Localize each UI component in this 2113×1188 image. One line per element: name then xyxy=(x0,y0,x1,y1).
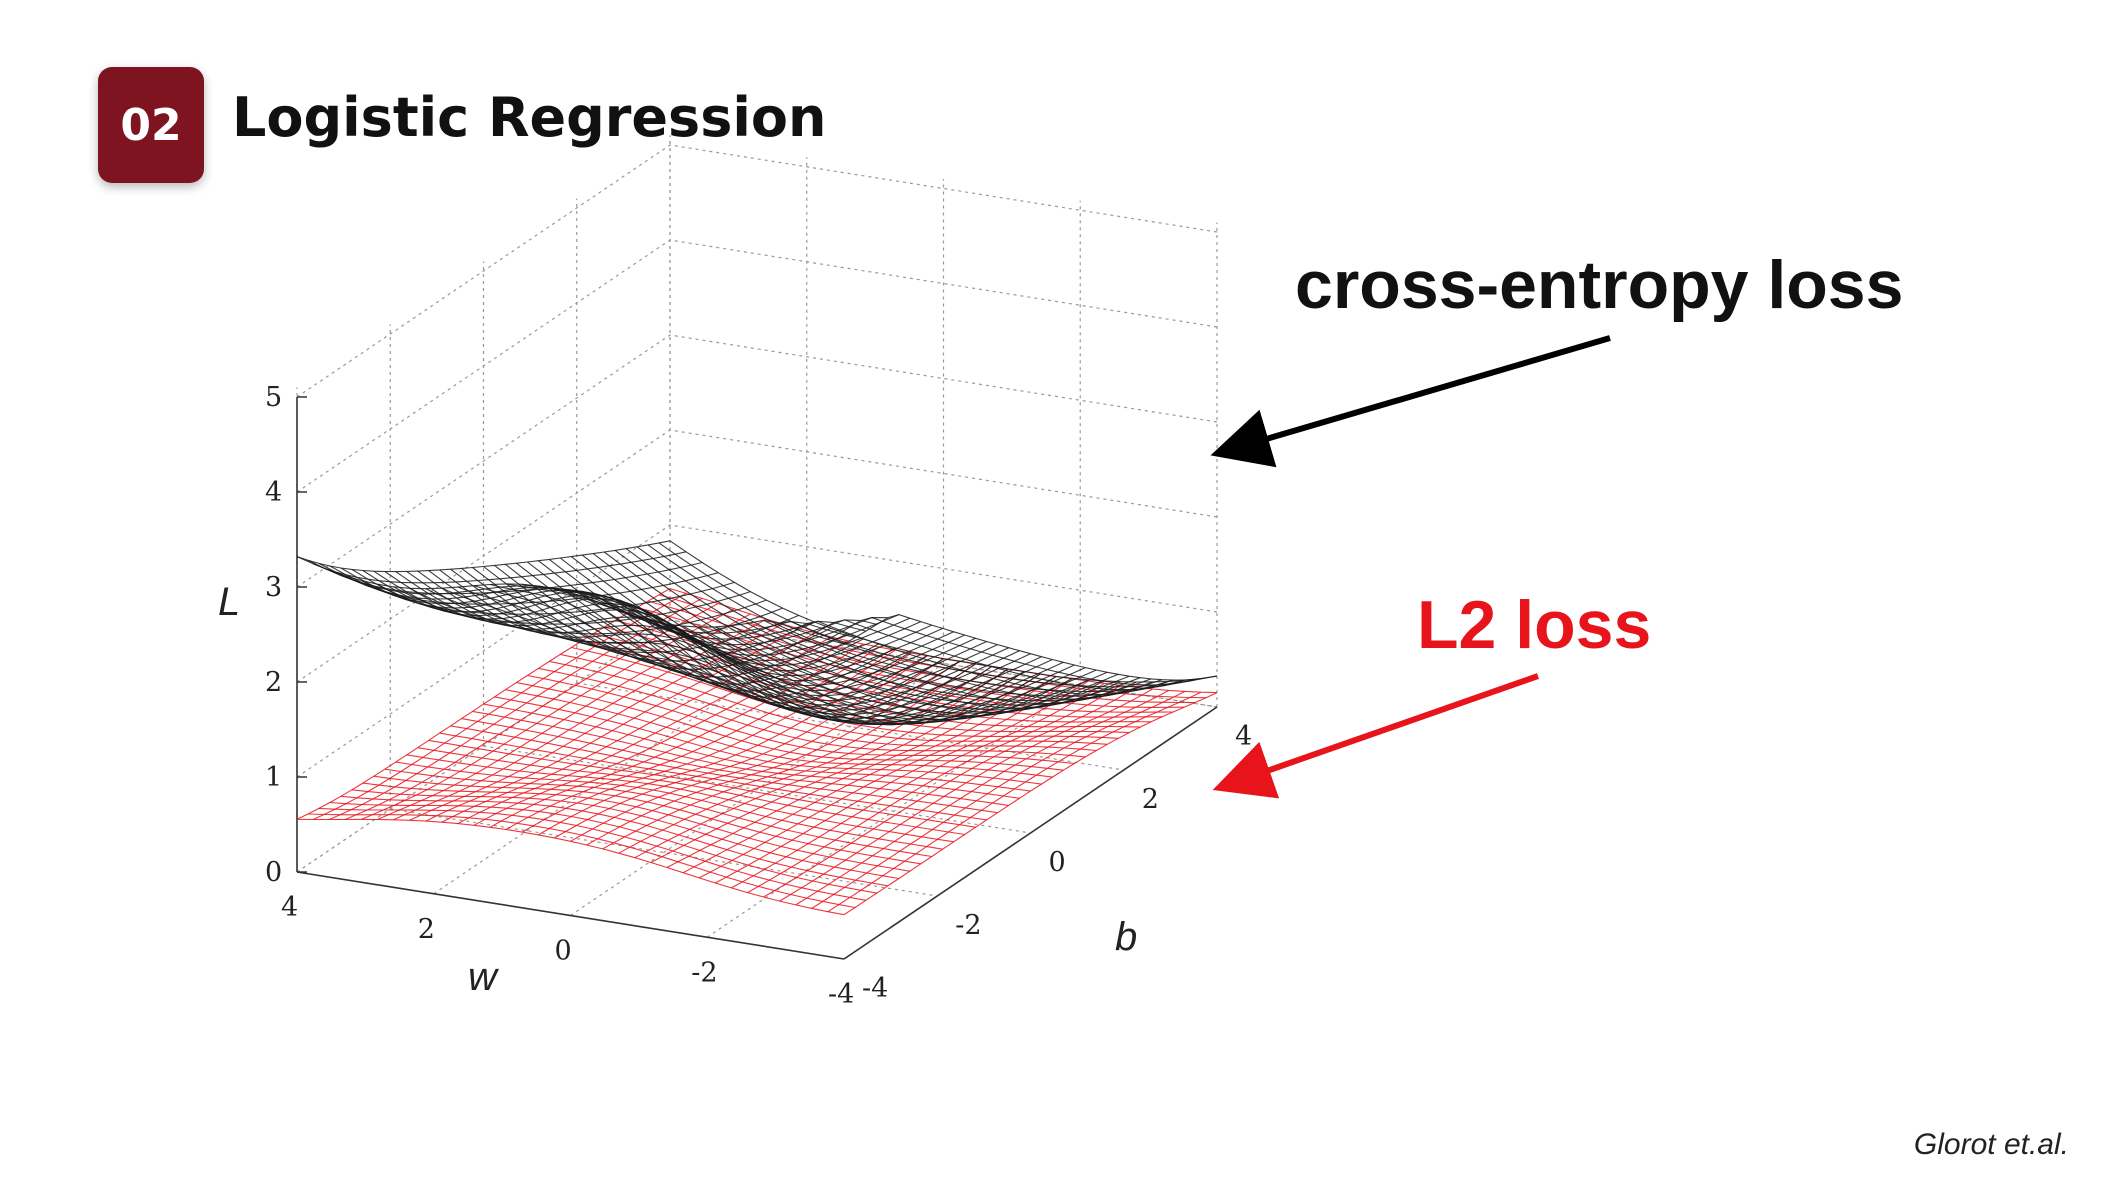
l2-mesh-line xyxy=(296,818,845,916)
y-tick-label: -2 xyxy=(955,910,981,941)
grid-line xyxy=(390,808,938,897)
cross-entropy-arrow xyxy=(1210,335,1611,468)
l2-arrow xyxy=(1212,673,1539,799)
grid-line xyxy=(706,684,1081,938)
y-tick-label: 4 xyxy=(1235,721,1252,752)
ce-mesh-line xyxy=(439,569,987,697)
l2-mesh-line xyxy=(593,633,1141,728)
ce-mesh-line xyxy=(603,551,1152,710)
ce-mesh-line xyxy=(658,542,1207,688)
z-tick-label: 5 xyxy=(265,382,282,413)
grid-line xyxy=(669,619,1218,708)
cross-entropy-annotation: cross-entropy loss xyxy=(1295,247,1903,323)
l2-mesh-line xyxy=(472,710,1020,799)
l2-mesh-line xyxy=(450,725,998,814)
grid-line xyxy=(296,144,1218,398)
grid-line xyxy=(296,524,1218,778)
z-tick-label: 4 xyxy=(265,477,282,508)
l2-mesh-line xyxy=(505,689,1053,778)
cross-entropy-surface xyxy=(296,540,1218,726)
x-tick-label: -2 xyxy=(691,957,717,988)
citation: Glorot et.al. xyxy=(1913,1128,2069,1161)
l2-mesh-line xyxy=(377,613,751,821)
l2-mesh-line xyxy=(340,795,888,887)
ce-mesh-line xyxy=(461,567,1009,707)
ce-mesh-line xyxy=(516,562,1064,724)
grid-line xyxy=(296,334,1218,588)
chart-grid xyxy=(296,135,1218,960)
z-tick-label: 2 xyxy=(265,667,282,698)
slide-number-badge: 02 xyxy=(98,67,204,183)
l2-mesh-line xyxy=(373,775,921,865)
slide-title: Logistic Regression xyxy=(232,86,827,149)
ce-mesh-line xyxy=(395,571,943,677)
y-axis-line xyxy=(843,706,1218,960)
l2-mesh-line xyxy=(647,600,1196,704)
l2-mesh-line xyxy=(362,782,910,872)
ce-mesh-line xyxy=(384,571,933,672)
l2-mesh-line xyxy=(439,732,987,821)
ce-mesh-line xyxy=(472,567,1020,711)
ce-mesh-line xyxy=(559,557,1108,723)
ce-mesh-line xyxy=(527,561,1075,726)
ce-mesh-line xyxy=(417,570,965,687)
l2-mesh-line xyxy=(636,606,1185,708)
ce-mesh-line xyxy=(406,570,954,682)
l2-mesh-line xyxy=(318,807,866,901)
z-tick-label: 3 xyxy=(265,572,282,603)
ce-mesh-line xyxy=(625,548,1174,702)
l2-mesh-line xyxy=(625,613,1174,713)
grid-line xyxy=(483,745,1031,834)
l2-mesh-line xyxy=(406,754,954,843)
ce-mesh-line xyxy=(614,549,1163,706)
l2-mesh-line xyxy=(428,739,976,828)
ce-mesh-line xyxy=(450,568,998,702)
x-tick-label: -4 xyxy=(828,979,854,1010)
l2-mesh-line xyxy=(560,653,1108,745)
chart-axes xyxy=(296,397,1218,960)
z-axis-label: L xyxy=(218,580,240,624)
l2-annotation: L2 loss xyxy=(1417,587,1651,663)
y-tick-label: 2 xyxy=(1142,784,1159,815)
x-axis-label: w xyxy=(468,955,500,999)
l2-mesh-line xyxy=(307,813,856,909)
grid-line xyxy=(433,641,808,895)
l2-mesh-line xyxy=(516,682,1064,771)
ce-mesh-line xyxy=(647,544,1196,693)
ce-mesh-line xyxy=(428,570,976,692)
l2-mesh-line xyxy=(351,789,899,880)
y-tick-label: 0 xyxy=(1049,847,1066,878)
l2-mesh-line xyxy=(417,747,965,836)
grid-line xyxy=(570,663,944,916)
x-tick-label: 0 xyxy=(555,936,572,967)
slide-number: 02 xyxy=(120,99,182,151)
l2-mesh-line xyxy=(538,667,1086,758)
grid-line xyxy=(296,239,1218,493)
l2-mesh-line xyxy=(527,674,1075,765)
l2-mesh-line xyxy=(494,696,1042,785)
grid-line xyxy=(576,682,1124,771)
x-tick-label: 4 xyxy=(281,892,298,923)
l2-mesh-line xyxy=(483,703,1031,792)
ce-mesh-line xyxy=(669,540,1218,683)
l2-mesh-line xyxy=(395,761,943,850)
z-tick-label: 0 xyxy=(265,857,282,888)
l2-loss-surface xyxy=(296,588,1218,916)
x-tick-label: 2 xyxy=(418,914,435,945)
ce-mesh-line xyxy=(636,546,1185,697)
l2-mesh-line xyxy=(549,660,1097,752)
l2-mesh-line xyxy=(329,801,877,894)
ce-mesh-line xyxy=(581,554,1130,718)
grid-line xyxy=(296,619,671,873)
z-tick-label: 1 xyxy=(265,762,282,793)
x-axis-line xyxy=(296,871,845,960)
chart-ticks: 0 1 2 3 4 5 4 2 0 -2 -4 -4 -2 0 2 4 xyxy=(265,382,1252,1010)
ce-mesh-line xyxy=(548,558,1097,725)
y-tick-label: -4 xyxy=(862,973,888,1004)
l2-mesh-line xyxy=(461,718,1009,806)
l2-mesh-line xyxy=(384,768,932,858)
ce-mesh-line xyxy=(570,556,1119,721)
y-axis-label: b xyxy=(1115,915,1137,959)
